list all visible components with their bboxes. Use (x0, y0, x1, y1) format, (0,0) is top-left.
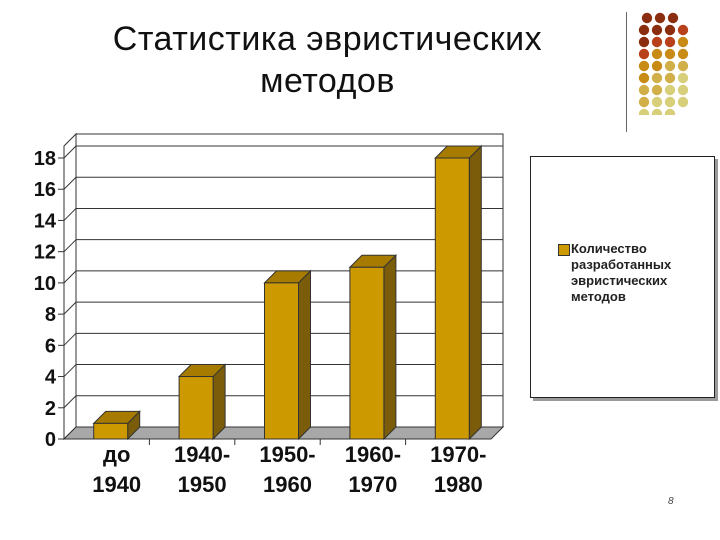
decorative-dot (677, 96, 689, 108)
y-tick-label: 18 (34, 148, 56, 170)
decorative-dot (677, 24, 689, 36)
chart-bars (92, 144, 483, 441)
decorative-dot (667, 12, 679, 24)
chart-x-tick-labels: до 1940 1940- 1950 1950- 1960 1960- 1970 1970- 19… (92, 439, 486, 497)
chart-y-tick-labels: 0 2 4 6 8 10 12 14 16 18 (34, 148, 64, 451)
decorative-dot (677, 36, 689, 48)
page-number: 8 (668, 496, 674, 507)
chart-side-wall (63, 132, 77, 441)
decorative-dot (651, 108, 663, 115)
decorative-dot (651, 48, 663, 60)
gridline-depth (63, 364, 77, 377)
decorative-dot (664, 108, 676, 115)
y-tick-label: 6 (45, 335, 56, 357)
gridline-depth (63, 332, 77, 346)
bar-side (298, 269, 311, 441)
decorative-dot (638, 36, 650, 48)
decorative-dot (651, 60, 663, 72)
decorative-dot (638, 48, 650, 60)
y-tick-label: 4 (45, 367, 57, 389)
gridline-depth (63, 239, 77, 253)
bar (434, 157, 470, 440)
bar (93, 422, 129, 440)
decorative-dot (664, 24, 676, 36)
decorative-dot (677, 72, 689, 84)
y-tick-label: 16 (34, 179, 56, 201)
bar-side (468, 144, 482, 441)
decorative-dot (641, 12, 653, 24)
bar-side (212, 363, 226, 441)
y-tick-label: 12 (34, 242, 56, 264)
bar-side (383, 254, 397, 441)
bar (349, 266, 385, 440)
x-tick-label: 1940- (174, 442, 230, 467)
decorative-dot (664, 48, 676, 60)
chart-legend: Количество разработанных эвристических м… (530, 156, 715, 398)
gridline-depth (63, 176, 77, 190)
slide-title: Статистика эвристических методов (40, 18, 615, 102)
decorative-dot (677, 84, 689, 96)
legend-swatch (558, 244, 570, 256)
decorative-dot (638, 24, 650, 36)
decorative-dot (677, 48, 689, 60)
x-tick-label: 1980 (434, 472, 483, 497)
y-tick-label: 14 (34, 210, 57, 232)
gridline-depth (63, 301, 77, 315)
x-tick-label: 1950 (178, 472, 227, 497)
decorative-dot-grid (638, 12, 689, 115)
decorative-dot (677, 60, 689, 72)
x-tick-label: 1960 (263, 472, 312, 497)
x-tick-label: 1950- (259, 442, 315, 467)
y-tick-label: 2 (45, 398, 56, 420)
y-tick-label: 10 (34, 273, 56, 295)
x-tick-label: 1970 (348, 472, 397, 497)
decorative-dot (638, 108, 650, 115)
x-tick-label: 1970- (430, 442, 486, 467)
decorative-dot (654, 12, 666, 24)
decorative-dot (664, 36, 676, 48)
y-tick-label: 8 (45, 304, 56, 326)
decorative-dot (651, 96, 663, 108)
decorative-dot (638, 84, 650, 96)
decorative-divider (626, 12, 627, 132)
x-tick-label: 1960- (345, 442, 401, 467)
decorative-dot (638, 72, 650, 84)
decorative-dot (664, 84, 676, 96)
bar (264, 282, 299, 440)
gridline-depth (63, 270, 77, 284)
decorative-dot (651, 36, 663, 48)
decorative-dot (651, 72, 663, 84)
x-tick-label: до (103, 442, 130, 467)
slide-title-line-2: методов (260, 62, 395, 100)
gridline-depth (63, 208, 77, 221)
decorative-dot (638, 60, 650, 72)
decorative-dot (664, 72, 676, 84)
y-tick-label: 0 (45, 429, 56, 451)
decorative-dot (651, 84, 663, 96)
bar (178, 376, 214, 440)
decorative-dot (638, 96, 650, 108)
gridline-depth (63, 145, 77, 159)
decorative-dot (664, 60, 676, 72)
decorative-dot (651, 24, 663, 36)
slide-title-line-1: Статистика эвристических (112, 20, 543, 58)
decorative-dot (664, 96, 676, 108)
gridline-depth (63, 395, 77, 409)
legend-series-label: Количество разработанных эвристических м… (571, 241, 672, 304)
x-tick-label: 1940 (92, 472, 141, 497)
